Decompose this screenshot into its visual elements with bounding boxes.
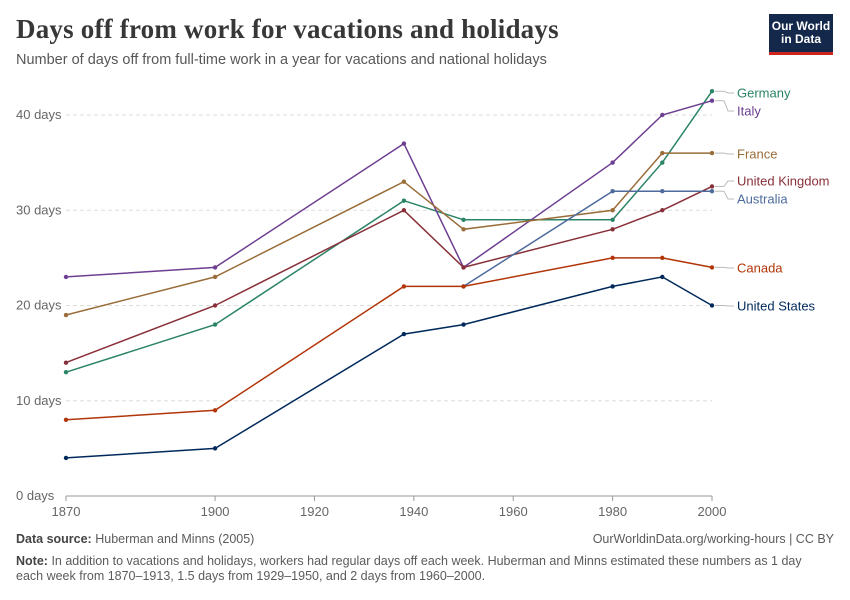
series-line-germany [65,90,713,373]
y-tick-label: 40 days [16,107,62,122]
series-line-australia [463,190,712,288]
data-point-germany [660,160,665,165]
data-point-france [212,274,218,280]
data-point-france [63,312,69,318]
label-connector-france [715,152,734,155]
y-tick-label: 30 days [16,202,62,217]
data-point-united-kingdom [461,265,466,270]
data-point-italy [401,141,407,146]
source-label: Data source: [16,532,92,546]
data-point-germany [212,322,218,327]
x-tick-label: 1870 [52,504,81,519]
data-point-italy [709,98,715,103]
series-label-united-states: United States [737,299,816,314]
data-point-united-states [660,274,665,280]
y-tick-label: 0 days [16,488,55,503]
chart-title: Days off from work for vacations and hol… [16,14,559,44]
x-tick-label: 1980 [598,504,627,519]
data-point-france [610,208,615,213]
data-point-italy [610,160,615,165]
series-label-australia: Australia [737,192,788,207]
y-tick-label: 20 days [16,298,62,313]
data-point-italy [63,274,69,280]
data-point-italy [212,265,218,270]
x-tick-label: 2000 [698,504,727,519]
x-tick-label: 1960 [499,504,528,519]
data-point-united-states [212,446,218,451]
series-line-canada [65,257,713,421]
logo-line-1: Our World [771,19,831,33]
y-tick-label: 10 days [16,393,62,408]
series-label-france: France [737,147,777,162]
series-label-united-kingdom: United Kingdom [737,174,830,189]
data-point-canada [212,408,218,413]
data-point-canada [660,255,665,261]
line-chart: 0 days 10 days 20 days 30 days 40 days 1870 19… [16,86,830,520]
data-point-united-states [63,455,69,461]
data-point-united-states [461,322,466,327]
x-tick-label: 1940 [399,504,428,519]
data-point-canada [461,284,466,289]
data-point-france [709,150,715,156]
label-connector-united-states [715,305,734,307]
series-label-italy: Italy [737,104,761,119]
note-label: Note: [16,554,48,568]
data-point-italy [660,112,665,118]
license-link[interactable]: OurWorldinData.org/working-hours | CC BY [592,532,834,546]
data-point-france [461,227,466,232]
data-point-france [401,179,407,184]
data-point-australia [660,189,665,194]
data-source: Data source: Huberman and Minns (2005) [16,532,254,546]
data-point-france [660,150,665,156]
x-tick-label: 1920 [300,504,329,519]
data-point-australia [709,189,715,194]
data-point-united-kingdom [212,303,218,308]
series-line-united-kingdom [65,185,713,364]
label-connector-germany [715,90,734,94]
data-point-united-kingdom [610,227,615,232]
chart-note: Note: In addition to vacations and holid… [16,554,816,584]
data-point-united-states [401,331,407,337]
data-point-canada [709,265,715,270]
data-point-australia [610,189,615,194]
data-point-germany [610,217,615,222]
data-point-germany [709,88,715,94]
data-point-united-kingdom [709,184,715,189]
data-point-germany [461,217,466,222]
x-tick-label: 1900 [201,504,230,519]
data-point-united-states [709,303,715,308]
data-point-canada [610,255,615,261]
data-point-united-kingdom [63,360,69,365]
data-point-united-states [610,284,615,289]
data-point-canada [401,284,407,289]
note-text: In addition to vacations and holidays, w… [16,554,802,583]
series-line-united-states [65,276,713,459]
source-text[interactable]: Huberman and Minns (2005) [95,532,255,546]
data-point-germany [63,369,69,375]
data-point-canada [63,417,69,422]
label-connector-canada [715,266,734,269]
data-point-united-kingdom [401,208,407,213]
series-line-france [65,152,712,316]
owid-logo[interactable]: Our World in Data [769,14,833,55]
label-connector-australia [715,190,734,200]
logo-line-2: in Data [780,32,821,46]
data-point-united-kingdom [660,208,665,213]
series-label-germany: Germany [737,86,791,101]
series-label-canada: Canada [737,261,783,276]
label-connector-united-kingdom [715,180,734,187]
chart-subtitle: Number of days off from full-time work i… [16,52,547,68]
data-point-germany [401,198,407,203]
label-connector-italy [715,100,734,112]
